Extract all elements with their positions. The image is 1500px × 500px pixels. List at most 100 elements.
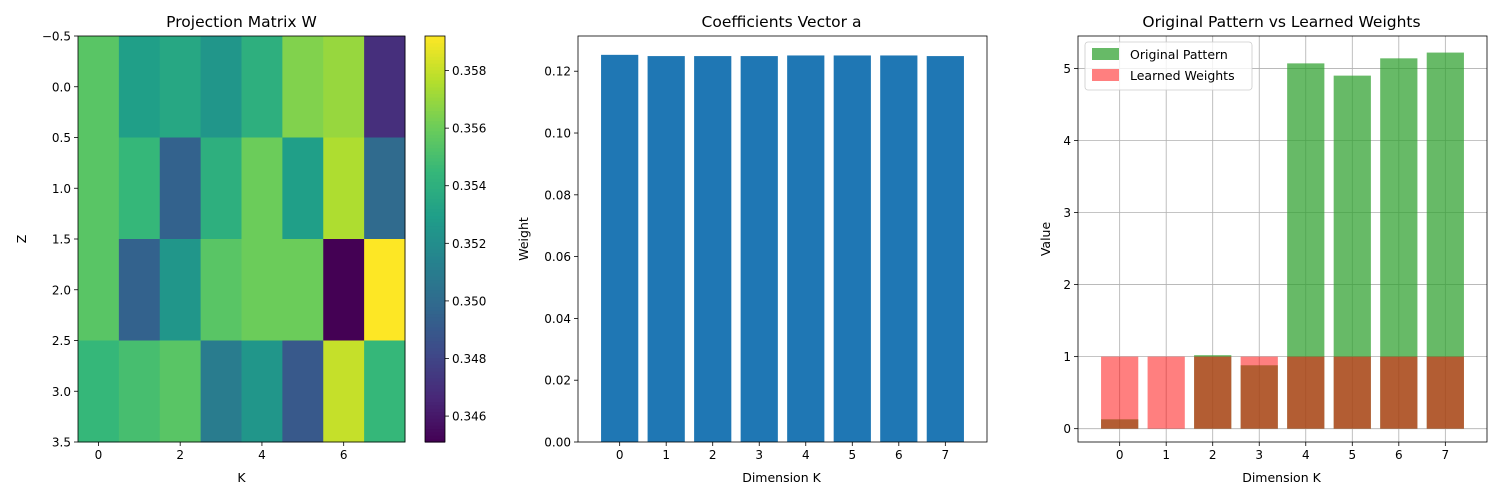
y-tick-label: −0.5 <box>42 30 71 44</box>
heatmap-cell <box>78 340 120 443</box>
colorbar-band <box>425 178 445 183</box>
colorbar-band <box>425 130 445 135</box>
colorbar-band <box>425 266 445 271</box>
coefficients-x-ticks: 0 1 2 3 4 5 6 7 <box>616 442 949 462</box>
colorbar-band <box>425 123 445 128</box>
x-tick-label: 6 <box>340 448 348 462</box>
y-tick-label: 0 <box>1063 422 1071 436</box>
colorbar-band <box>425 205 445 210</box>
colorbar-band <box>425 249 445 254</box>
x-tick-label: 7 <box>942 448 950 462</box>
colorbar-band <box>425 144 445 149</box>
bar <box>880 55 918 442</box>
x-tick-label: 0 <box>1116 448 1124 462</box>
colorbar-band <box>425 232 445 237</box>
y-tick-label: 0.5 <box>52 131 71 145</box>
colorbar-band <box>425 218 445 223</box>
colorbar-band <box>425 259 445 264</box>
colorbar-band <box>425 235 445 240</box>
colorbar-band <box>425 252 445 257</box>
bar-series-1 <box>1380 356 1418 429</box>
colorbar-band <box>425 154 445 159</box>
colorbar-band <box>425 161 445 166</box>
y-tick-label: 1 <box>1063 350 1071 364</box>
heatmap-cell <box>78 36 120 138</box>
colorbar-band <box>425 340 445 345</box>
colorbar-band <box>425 272 445 277</box>
colorbar-band <box>425 269 445 274</box>
colorbar-band <box>425 117 445 122</box>
heatmap-x-ticks: 0 2 4 6 <box>95 442 348 462</box>
heatmap-y-label: Z <box>14 235 29 244</box>
colorbar-band <box>425 208 445 213</box>
comparison-x-label: Dimension K <box>1242 470 1321 485</box>
colorbar-band <box>425 245 445 250</box>
colorbar-tick-label: 0.352 <box>452 237 486 251</box>
x-tick-label: 5 <box>848 448 856 462</box>
coefficients-title: Coefficients Vector a <box>702 13 862 31</box>
bar-series-1 <box>1240 356 1278 429</box>
x-tick-label: 0 <box>95 448 103 462</box>
colorbar-band <box>425 262 445 267</box>
colorbar-band <box>425 113 445 118</box>
colorbar-gradient <box>425 36 445 443</box>
heatmap-cell <box>323 36 365 138</box>
colorbar-band <box>425 374 445 379</box>
colorbar-band <box>425 73 445 78</box>
colorbar-band <box>425 49 445 54</box>
heatmap-cell <box>78 239 120 341</box>
colorbar-band <box>425 107 445 112</box>
heatmap-cell <box>282 340 324 443</box>
colorbar-band <box>425 421 445 426</box>
colorbar-band <box>425 52 445 57</box>
colorbar-band <box>425 157 445 162</box>
colorbar-band <box>425 36 445 40</box>
bar-series-1 <box>1101 356 1139 429</box>
colorbar-tick-label: 0.356 <box>452 122 486 136</box>
colorbar-band <box>425 76 445 81</box>
colorbar-band <box>425 282 445 287</box>
legend-box <box>1084 41 1253 91</box>
colorbar-tick-label: 0.346 <box>452 410 486 424</box>
colorbar-band <box>425 360 445 365</box>
colorbar-band <box>425 408 445 413</box>
colorbar-band <box>425 151 445 156</box>
colorbar-band <box>425 411 445 416</box>
colorbar-band <box>425 357 445 362</box>
heatmap-cell <box>364 239 406 341</box>
comparison-title: Original Pattern vs Learned Weights <box>1142 13 1420 31</box>
bar <box>647 56 685 443</box>
colorbar-band <box>425 279 445 284</box>
heatmap-cell <box>241 137 283 240</box>
colorbar-band <box>425 103 445 108</box>
colorbar-band <box>425 184 445 189</box>
colorbar-band <box>425 370 445 375</box>
y-tick-label: 0.12 <box>544 65 571 79</box>
heatmap-cell <box>118 340 161 443</box>
heatmap-cell <box>282 239 324 341</box>
colorbar-band <box>425 286 445 291</box>
colorbar-band <box>425 431 445 436</box>
colorbar-tick-label: 0.350 <box>452 294 486 308</box>
bar-series-1 <box>1194 356 1232 429</box>
heatmap-cell <box>241 36 283 138</box>
colorbar-band <box>425 313 445 318</box>
x-tick-label: 2 <box>709 448 717 462</box>
bar-series-1 <box>1147 356 1185 429</box>
comparison-bars <box>1101 52 1464 429</box>
y-tick-label: 0.06 <box>544 250 571 264</box>
x-tick-label: 2 <box>1209 448 1217 462</box>
colorbar-ticks: 0.346 0.348 0.350 0.352 0.354 0.356 0.358 <box>445 64 486 424</box>
colorbar-band <box>425 391 445 396</box>
colorbar-band <box>425 93 445 98</box>
colorbar-band <box>425 110 445 115</box>
coefficient-bars <box>601 54 964 443</box>
heatmap-cell <box>159 340 202 443</box>
bar-series-1 <box>1426 356 1464 429</box>
heatmap-y-ticks: −0.5 0.0 0.5 1.0 1.5 2.0 2.5 3.0 3.5 <box>42 30 78 450</box>
colorbar-tick-label: 0.358 <box>452 64 486 78</box>
colorbar-band <box>425 86 445 91</box>
comparison-y-ticks: 0 1 2 3 4 5 <box>1063 62 1078 436</box>
colorbar-band <box>425 337 445 342</box>
colorbar-band <box>425 201 445 206</box>
